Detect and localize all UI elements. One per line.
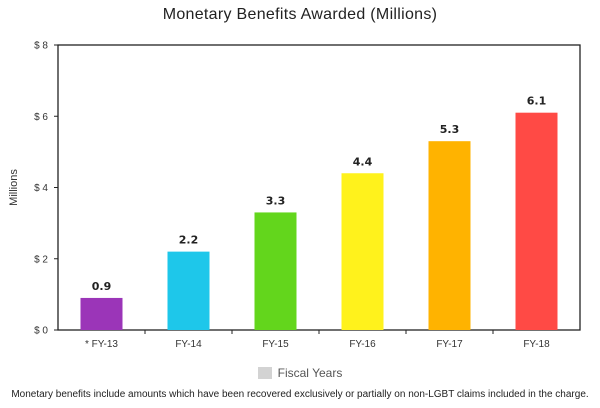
bar-fy-14 (167, 251, 210, 330)
data-label-fy-18: 6.1 (527, 95, 547, 108)
data-label-fy-15: 3.3 (266, 194, 286, 207)
y-tick-label: $ 6 (34, 112, 48, 123)
data-label-fy-13: 0.9 (92, 280, 112, 293)
legend-label: Fiscal Years (277, 366, 343, 380)
legend: Fiscal Years (0, 366, 600, 380)
y-tick-label: $ 8 (34, 41, 48, 52)
y-tick-label: $ 0 (34, 326, 48, 337)
bar-fy-16 (341, 173, 384, 330)
y-tick-label: $ 2 (34, 254, 48, 265)
chart-title: Monetary Benefits Awarded (Millions) (162, 6, 438, 23)
data-label-fy-16: 4.4 (353, 155, 373, 168)
bar-fy-15 (254, 212, 297, 330)
plot-frame (57, 44, 581, 331)
bar-fy-18 (515, 112, 558, 330)
x-tick-label: FY-14 (175, 339, 202, 350)
x-tick-label: FY-18 (523, 339, 550, 350)
y-axis-title: Millions (8, 169, 20, 206)
x-tick-label: * FY-13 (85, 339, 118, 350)
legend-swatch (257, 367, 272, 379)
y-tick-label: $ 4 (34, 183, 48, 194)
data-label-fy-14: 2.2 (179, 234, 199, 247)
x-tick-label: FY-15 (262, 339, 289, 350)
bar-fy-17 (428, 141, 471, 330)
x-tick-label: FY-16 (349, 339, 376, 350)
footnote: Monetary benefits include amounts which … (11, 389, 589, 400)
x-tick-label: FY-17 (436, 339, 463, 350)
bar-fy-13 (80, 297, 123, 330)
data-label-fy-17: 5.3 (440, 123, 460, 136)
